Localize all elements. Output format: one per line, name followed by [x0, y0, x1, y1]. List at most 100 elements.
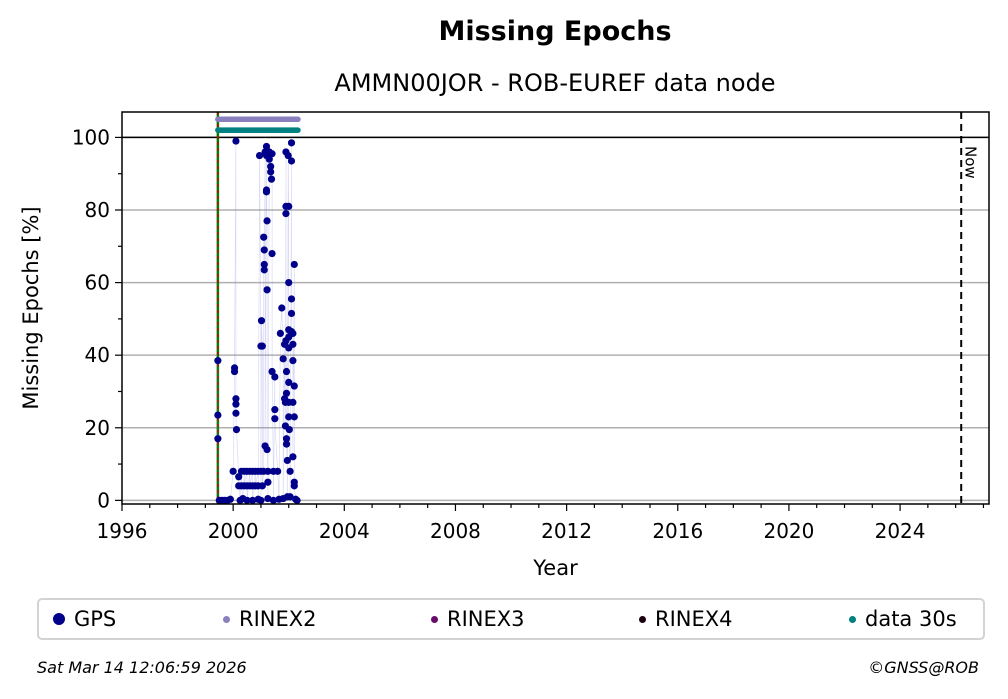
gps-point — [257, 317, 266, 325]
x-axis-label: Year — [532, 556, 578, 580]
chart-subtitle: AMMN00JOR - ROB-EUREF data node — [334, 69, 776, 97]
gps-point — [290, 382, 298, 390]
gps-point — [263, 286, 271, 294]
y-tick-label: 80 — [85, 198, 110, 222]
gps-point — [268, 249, 276, 258]
gps-point — [282, 389, 291, 397]
gps-point — [282, 435, 291, 443]
gps-point — [254, 495, 262, 503]
rinex4-marker-icon — [639, 615, 646, 623]
gps-point — [285, 378, 293, 387]
gps-point — [282, 440, 291, 448]
gps-point — [232, 400, 240, 408]
gps-point — [214, 357, 222, 365]
legend-label-gps: GPS — [74, 607, 117, 631]
data-30s-point — [295, 127, 301, 133]
legend-item-rinex2: RINEX2 — [223, 607, 317, 631]
gps-point — [232, 425, 241, 434]
gps-point — [268, 367, 276, 376]
gps-point — [232, 395, 240, 403]
gps-point — [285, 278, 293, 287]
gps-point — [229, 467, 237, 475]
now-label: Now — [962, 146, 980, 179]
gps-point — [282, 210, 290, 218]
gps-point — [258, 342, 266, 350]
legend-item-rinex4: RINEX4 — [639, 607, 733, 631]
gps-point — [214, 435, 222, 443]
x-tick-label: 2024 — [875, 519, 926, 543]
gps-point — [243, 496, 251, 504]
gps-point — [262, 142, 271, 151]
gps-point — [290, 482, 298, 490]
gps-point — [282, 367, 291, 376]
y-tick-label: 40 — [85, 343, 110, 367]
gps-point — [290, 260, 298, 269]
gps-point — [263, 445, 271, 454]
gps-point — [289, 398, 297, 406]
gps-point — [255, 151, 264, 160]
gps-point — [232, 409, 240, 417]
gps-point — [214, 411, 222, 419]
gps-point — [293, 496, 301, 504]
gps-point — [284, 151, 292, 160]
gps-point — [260, 266, 268, 274]
legend-label-data-30s: data 30s — [865, 607, 957, 631]
gps-point — [268, 150, 276, 158]
legend-label-rinex3: RINEX3 — [447, 607, 525, 631]
y-tick-label: 60 — [85, 271, 110, 295]
x-tick-label: 2004 — [319, 519, 370, 543]
gps-point — [278, 304, 286, 312]
gps-point — [267, 162, 275, 171]
gps-point — [285, 425, 293, 434]
x-tick-label: 1996 — [97, 519, 148, 543]
data-30s-marker-icon — [849, 615, 856, 623]
gps-point — [286, 467, 294, 475]
legend-item-data-30s: data 30s — [849, 607, 957, 631]
legend-item-rinex3: RINEX3 — [431, 607, 525, 631]
x-tick-label: 2020 — [763, 519, 814, 543]
footer-timestamp: Sat Mar 14 12:06:59 2026 — [37, 658, 247, 677]
x-tick-label: 2000 — [208, 519, 259, 543]
x-tick-label: 2012 — [541, 519, 592, 543]
legend-label-rinex2: RINEX2 — [239, 607, 317, 631]
gps-point — [279, 494, 287, 503]
gps-point — [232, 137, 240, 145]
rinex2-marker-icon — [223, 615, 230, 623]
gps-point — [287, 295, 296, 303]
legend-item-gps: GPS — [53, 607, 116, 631]
gps-point — [267, 168, 275, 176]
gps-point — [264, 494, 272, 503]
plot-frame — [121, 111, 990, 505]
y-axis-label: Missing Epochs [%] — [19, 206, 43, 409]
gps-point — [289, 340, 297, 348]
footer-copyright: ©GNSS@ROB — [868, 658, 979, 677]
gps-point — [267, 175, 276, 183]
gps-point — [271, 373, 279, 381]
gps-point — [271, 415, 279, 423]
gps-marker-icon — [53, 613, 65, 625]
gps-point — [235, 473, 243, 481]
y-tick-label: 20 — [85, 416, 110, 440]
y-tick-label: 100 — [72, 125, 110, 149]
gps-point — [226, 495, 234, 503]
gps-point — [249, 496, 257, 504]
gps-point — [260, 246, 268, 254]
x-tick-label: 2008 — [430, 519, 481, 543]
gps-point — [285, 413, 293, 421]
gps-point — [264, 467, 272, 475]
gps-point — [283, 456, 291, 465]
rinex2-point — [295, 116, 301, 123]
gps-point — [263, 217, 271, 225]
legend-label-rinex4: RINEX4 — [655, 607, 733, 631]
gps-point — [264, 478, 272, 486]
gps-point — [260, 260, 268, 269]
legend: GPS RINEX2 RINEX3 RINEX4 data 30s — [37, 598, 985, 640]
gps-point — [287, 157, 296, 165]
gps-point — [279, 355, 287, 363]
y-tick-label: 0 — [97, 488, 110, 512]
gps-point — [276, 329, 284, 338]
gps-point — [286, 493, 294, 501]
gps-point — [289, 453, 297, 461]
gps-point — [260, 233, 268, 241]
x-tick-label: 2016 — [652, 519, 703, 543]
